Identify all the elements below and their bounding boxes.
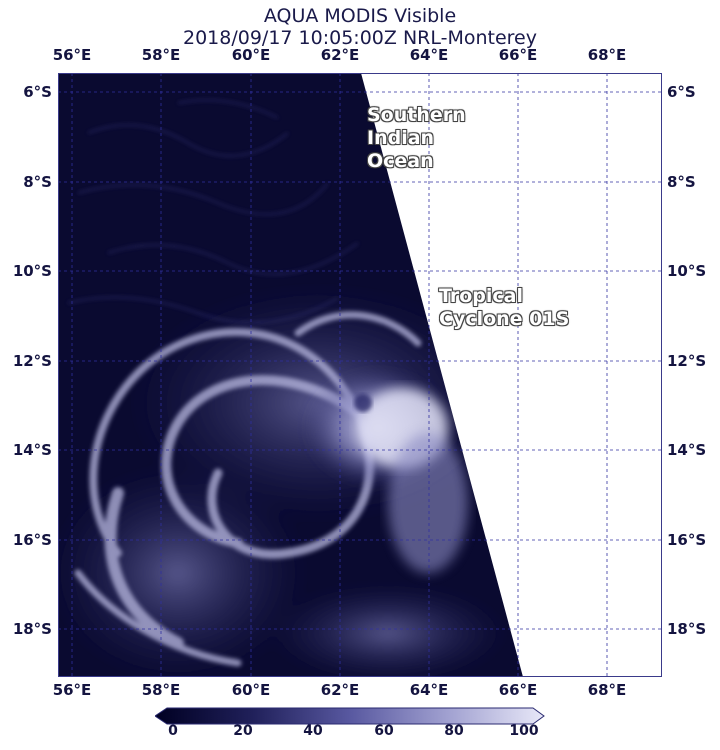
top-lon-label-64: 64°E bbox=[409, 46, 449, 64]
right-lat-label-14: 14°S bbox=[667, 441, 707, 459]
left-lat-label-12: 12°S bbox=[12, 352, 52, 370]
bottom-lon-label-60: 60°E bbox=[231, 681, 271, 699]
top-lon-label-62: 62°E bbox=[320, 46, 360, 64]
ocean-label: Southern Indian Ocean bbox=[367, 104, 466, 173]
colorbar-ramp bbox=[154, 707, 545, 725]
right-lat-label-16: 16°S bbox=[667, 531, 707, 549]
colorbar-tick-40: 40 bbox=[303, 723, 323, 739]
right-lat-label-6: 6°S bbox=[667, 83, 696, 101]
right-lat-label-10: 10°S bbox=[667, 262, 707, 280]
satellite-map[interactable] bbox=[58, 73, 662, 677]
bottom-lon-label-64: 64°E bbox=[409, 681, 449, 699]
right-lat-label-12: 12°S bbox=[667, 352, 707, 370]
storm-label-line-1: Tropical bbox=[439, 285, 524, 307]
left-lat-label-6: 6°S bbox=[23, 83, 52, 101]
map-frame bbox=[58, 73, 662, 677]
left-lat-label-18: 18°S bbox=[12, 620, 52, 638]
top-lon-label-66: 66°E bbox=[498, 46, 538, 64]
bottom-lon-label-62: 62°E bbox=[320, 681, 360, 699]
bottom-lon-label-58: 58°E bbox=[141, 681, 181, 699]
storm-label: Tropical Cyclone 01S bbox=[439, 285, 569, 331]
left-lat-label-16: 16°S bbox=[12, 531, 52, 549]
colorbar-tick-100: 100 bbox=[509, 723, 539, 739]
graticule bbox=[58, 73, 662, 677]
colorbar-tick-0: 0 bbox=[168, 723, 178, 739]
bottom-lon-label-68: 68°E bbox=[587, 681, 627, 699]
left-lat-label-14: 14°S bbox=[12, 441, 52, 459]
right-lat-label-8: 8°S bbox=[667, 173, 696, 191]
colorbar: 0 20 40 60 80 100 bbox=[154, 707, 545, 747]
colorbar-tick-60: 60 bbox=[374, 723, 394, 739]
ocean-label-line-3: Ocean bbox=[367, 150, 434, 172]
top-lon-label-56: 56°E bbox=[52, 46, 92, 64]
right-lat-label-18: 18°S bbox=[667, 620, 707, 638]
storm-label-line-2: Cyclone 01S bbox=[439, 308, 570, 330]
colorbar-tick-20: 20 bbox=[233, 723, 253, 739]
top-lon-label-60: 60°E bbox=[231, 46, 271, 64]
left-lat-label-10: 10°S bbox=[12, 262, 52, 280]
title-line-2: 2018/09/17 10:05:00Z NRL-Monterey bbox=[183, 27, 537, 49]
top-lon-label-68: 68°E bbox=[587, 46, 627, 64]
bottom-lon-label-56: 56°E bbox=[52, 681, 92, 699]
left-lat-label-8: 8°S bbox=[23, 173, 52, 191]
modis-swath bbox=[58, 73, 523, 677]
ocean-label-line-1: Southern bbox=[367, 104, 466, 126]
bottom-lon-label-66: 66°E bbox=[498, 681, 538, 699]
title-line-1: AQUA MODIS Visible bbox=[263, 5, 457, 27]
top-lon-label-58: 58°E bbox=[141, 46, 181, 64]
colorbar-tick-80: 80 bbox=[444, 723, 464, 739]
ocean-label-line-2: Indian bbox=[367, 127, 435, 149]
